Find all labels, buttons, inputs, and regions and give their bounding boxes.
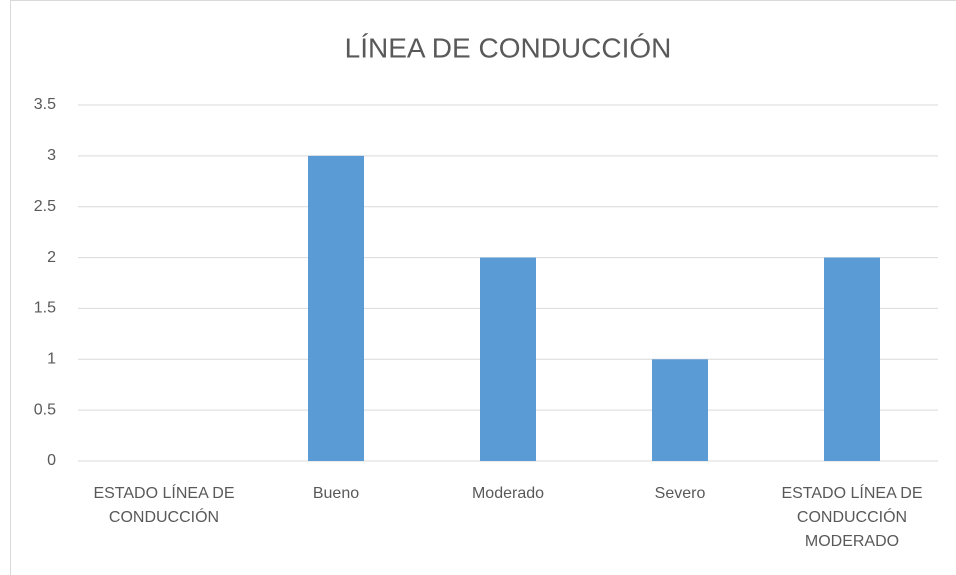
bar [308,155,364,461]
x-tick-label: Bueno [312,485,360,502]
bar [824,257,880,461]
x-tick-label: ESTADO LÍNEA DE CONDUCCIÓN MODERADO [781,485,923,550]
x-tick-label: Moderado [471,485,545,502]
y-tick-label: 0.5 [34,401,56,418]
x-tick-label: ESTADO LÍNEA DE CONDUCCIÓN [93,485,235,526]
y-tick-label: 2 [47,249,56,266]
y-tick-label: 1.5 [34,300,56,317]
y-tick-label: 3.5 [34,96,56,113]
y-tick-label: 1 [47,351,56,368]
y-tick-label: 3 [47,147,56,164]
bar [480,257,536,461]
chart-border [10,0,956,575]
chart-title: LÍNEA DE CONDUCCIÓN [345,32,672,63]
y-tick-label: 2.5 [34,198,56,215]
x-tick-label: Severo [654,485,706,502]
bar [652,359,708,461]
y-tick-label: 0 [47,452,56,469]
